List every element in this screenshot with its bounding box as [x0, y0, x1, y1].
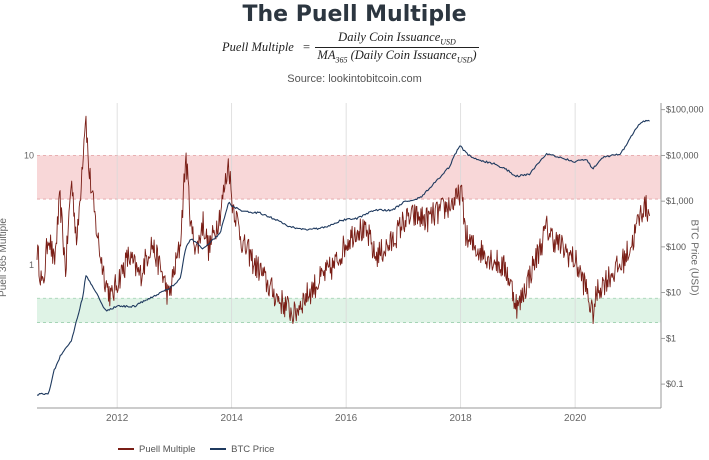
right-tick-label: $100,000	[666, 105, 704, 115]
formula-lhs: Puell Multiple	[222, 40, 294, 54]
source-note: Source: lookintobitcoin.com	[287, 73, 422, 85]
grid-layer	[116, 103, 576, 408]
series-line-btc-price	[36, 119, 650, 396]
legend-item-puell[interactable]: Puell Multiple	[118, 444, 196, 455]
y-axis-label-right: BTC Price (USD)	[688, 219, 700, 296]
formula-denominator: MA365 (Daily Coin IssuanceUSD)	[317, 48, 477, 65]
right-tick-label: $1,000	[666, 196, 694, 206]
x-tick-label: 2012	[106, 413, 129, 424]
left-tick-label: 1	[29, 260, 34, 270]
right-tick-label: $100	[666, 242, 686, 252]
band-layer	[37, 154, 661, 323]
series-line-puell-multiple	[36, 115, 651, 325]
right-tick-label: $0.1	[666, 379, 684, 389]
axes-layer: 2012 2014 2016 2018 2020 10 1 $100,000 $10,000 $1…	[24, 103, 704, 424]
band-red	[37, 155, 661, 200]
legend: Puell Multiple BTC Price	[118, 444, 286, 455]
legend-swatch-btc	[210, 448, 227, 451]
formula-fraction-bar	[315, 47, 479, 48]
right-tick-label: $1	[666, 333, 676, 343]
legend-swatch-puell	[118, 448, 134, 451]
right-tick-label: $10,000	[666, 150, 699, 160]
left-tick-label: 10	[24, 150, 34, 160]
x-tick-label: 2016	[335, 413, 358, 424]
x-tick-label: 2014	[221, 413, 244, 424]
legend-label-puell: Puell Multiple	[139, 444, 196, 455]
legend-label-btc: BTC Price	[231, 444, 275, 455]
chart-title: The Puell Multiple	[242, 2, 467, 27]
right-tick-label: $10	[666, 288, 681, 298]
band-green	[37, 298, 661, 323]
y-axis-label-left: Puell 365 Multiple	[0, 218, 9, 297]
formula-numerator: Daily Coin IssuanceUSD	[338, 30, 456, 47]
x-tick-label: 2020	[564, 413, 587, 424]
series-layer	[36, 115, 651, 396]
legend-item-btc[interactable]: BTC Price	[210, 444, 274, 455]
puell-formula: Puell Multiple = Daily Coin IssuanceUSD …	[200, 30, 520, 66]
formula-equals: =	[303, 40, 311, 54]
x-tick-label: 2018	[450, 413, 473, 424]
